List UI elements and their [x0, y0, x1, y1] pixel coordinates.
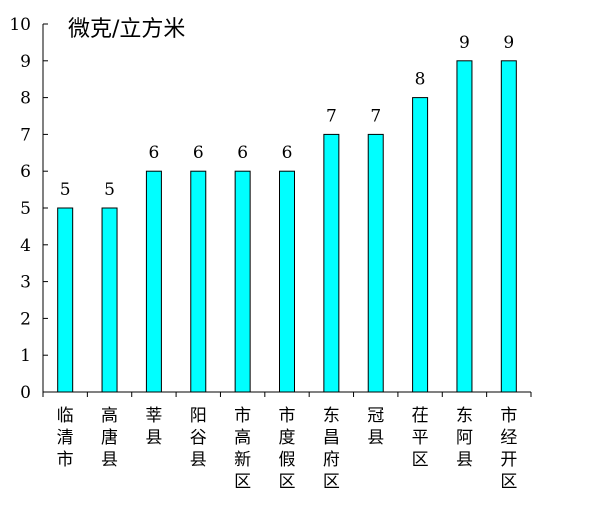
bar-value-label: 6 — [237, 143, 248, 163]
bar-value-label: 9 — [459, 33, 470, 53]
x-category-label: 临清市 — [57, 406, 74, 470]
y-tick-label: 2 — [20, 309, 31, 329]
bar-value-label: 6 — [148, 143, 159, 163]
bar-value-label: 8 — [415, 70, 426, 90]
bar — [57, 207, 74, 393]
x-category-label: 市度假区 — [279, 406, 296, 492]
bar — [279, 170, 295, 393]
y-tick-label: 9 — [20, 52, 31, 72]
x-category-label: 冠县 — [367, 406, 384, 448]
x-category-label: 东昌府区 — [323, 406, 340, 492]
y-tick-label: 0 — [20, 383, 31, 403]
bar — [367, 133, 384, 393]
bar — [456, 60, 473, 393]
x-category-label: 阳谷县 — [190, 406, 207, 470]
bar-value-label: 6 — [282, 143, 293, 163]
bar — [412, 97, 429, 393]
y-tick-label: 4 — [20, 236, 31, 256]
x-category-label: 高唐县 — [101, 406, 118, 470]
bar — [190, 170, 207, 393]
y-tick-label: 6 — [20, 162, 31, 182]
bar-value-label: 7 — [370, 106, 381, 126]
y-tick-label: 1 — [20, 346, 31, 366]
y-tick-label: 5 — [20, 199, 31, 219]
y-tick-label: 10 — [9, 15, 31, 35]
x-category-label: 市高新区 — [234, 406, 251, 492]
y-tick-label: 3 — [20, 273, 31, 293]
x-category-label: 莘县 — [145, 406, 162, 448]
x-category-label: 茌平区 — [412, 406, 429, 470]
bar — [145, 170, 162, 393]
bar-value-label: 6 — [193, 143, 204, 163]
bar-value-label: 9 — [503, 33, 514, 53]
y-unit-label: 微克/立方米 — [68, 17, 185, 42]
x-category-label: 市经开区 — [500, 406, 517, 492]
bar — [323, 133, 340, 393]
y-tick-label: 7 — [20, 125, 31, 145]
bar — [101, 207, 118, 393]
bar — [234, 170, 251, 393]
bar-value-label: 5 — [104, 180, 115, 200]
bar — [500, 60, 517, 393]
y-tick-label: 8 — [20, 89, 31, 109]
bar-value-label: 5 — [60, 180, 71, 200]
x-category-label: 东阿县 — [456, 406, 473, 470]
bar-value-label: 7 — [326, 106, 337, 126]
